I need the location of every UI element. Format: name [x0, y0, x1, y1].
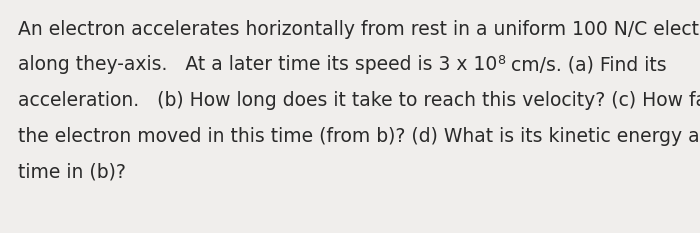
Text: cm/s. (a) Find its: cm/s. (a) Find its — [505, 55, 667, 75]
Text: An electron accelerates horizontally from rest in a uniform 100 N/C electric fie: An electron accelerates horizontally fro… — [18, 20, 700, 39]
Text: time in (b)?: time in (b)? — [18, 162, 126, 181]
Text: the electron moved in this time (from b)? (d) What is its kinetic energy at the: the electron moved in this time (from b)… — [18, 127, 700, 145]
Text: 8: 8 — [497, 54, 505, 67]
Text: along they-axis.   At a later time its speed is 3 x 10: along they-axis. At a later time its spe… — [18, 55, 497, 75]
Text: acceleration.   (b) How long does it take to reach this velocity? (c) How far ha: acceleration. (b) How long does it take … — [18, 91, 700, 110]
